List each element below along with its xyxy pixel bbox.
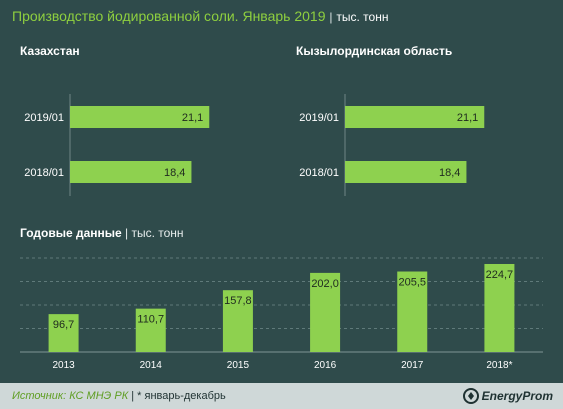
kyz-category-label: 2019/01 xyxy=(299,112,339,124)
kyz-bar-0 xyxy=(345,106,485,128)
annual-value-label: 202,0 xyxy=(311,278,339,290)
title-main: Производство йодированной соли. Январь 2… xyxy=(12,8,326,24)
annual-bar-2016 xyxy=(310,272,341,352)
annual-value-label: 96,7 xyxy=(53,319,74,331)
annual-value-label: 157,8 xyxy=(224,295,252,307)
page-title: Производство йодированной соли. Январь 2… xyxy=(12,8,388,24)
source-label: Источник: КС МНЭ РК xyxy=(12,390,129,402)
charts-canvas: 2019/01 21,1 2018/01 18,4 2019/01 21,1 2018/01… xyxy=(20,94,543,371)
kz-bar-0 xyxy=(70,106,210,128)
annual-category-label: 2014 xyxy=(140,360,163,371)
annual-title: Годовые данные xyxy=(20,226,122,240)
kyz-value-label: 21,1 xyxy=(457,112,478,124)
annual-bar-2014 xyxy=(135,308,166,352)
title-unit: тыс. тонн xyxy=(336,10,389,24)
annual-section-title: Годовые данные | тыс. тонн xyxy=(20,226,184,240)
logo-mark-icon xyxy=(462,388,479,404)
annual-category-label: 2015 xyxy=(227,360,250,371)
annual-bar-2015 xyxy=(222,290,253,352)
footer: Источник: КС МНЭ РК | * январь-декабрь E… xyxy=(0,383,563,409)
panel-title-kazakhstan: Казахстан xyxy=(20,44,80,58)
annual-value-label: 110,7 xyxy=(137,314,164,326)
annual-unit: тыс. тонн xyxy=(131,226,184,240)
annual-value-label: 205,5 xyxy=(398,277,426,289)
kz-bar-1 xyxy=(70,161,192,183)
footer-separator: | xyxy=(131,390,135,402)
footer-note: * январь-декабрь xyxy=(137,390,226,402)
annual-bar-2018* xyxy=(484,263,515,352)
source-text: Источник: КС МНЭ РК | * январь-декабрь xyxy=(12,390,226,402)
panel-title-kyzylorda: Кызылординская область xyxy=(296,44,453,58)
kyz-category-label: 2018/01 xyxy=(299,167,339,179)
title-separator: | xyxy=(329,10,333,24)
kz-category-label: 2019/01 xyxy=(24,112,64,124)
annual-category-label: 2017 xyxy=(401,360,424,371)
annual-bar-2013 xyxy=(48,314,79,352)
kyz-value-label: 18,4 xyxy=(439,167,460,179)
annual-category-label: 2013 xyxy=(52,360,75,371)
kz-value-label: 21,1 xyxy=(182,112,203,124)
annual-bar-2017 xyxy=(397,271,428,352)
kz-value-label: 18,4 xyxy=(164,167,185,179)
annual-category-label: 2016 xyxy=(314,360,337,371)
annual-category-label: 2018* xyxy=(486,360,512,371)
energyprom-logo: EnergyProm xyxy=(462,388,553,404)
kz-category-label: 2018/01 xyxy=(24,167,64,179)
kyz-bar-1 xyxy=(345,161,467,183)
annual-value-label: 224,7 xyxy=(486,269,514,281)
logo-text: EnergyProm xyxy=(481,389,553,403)
